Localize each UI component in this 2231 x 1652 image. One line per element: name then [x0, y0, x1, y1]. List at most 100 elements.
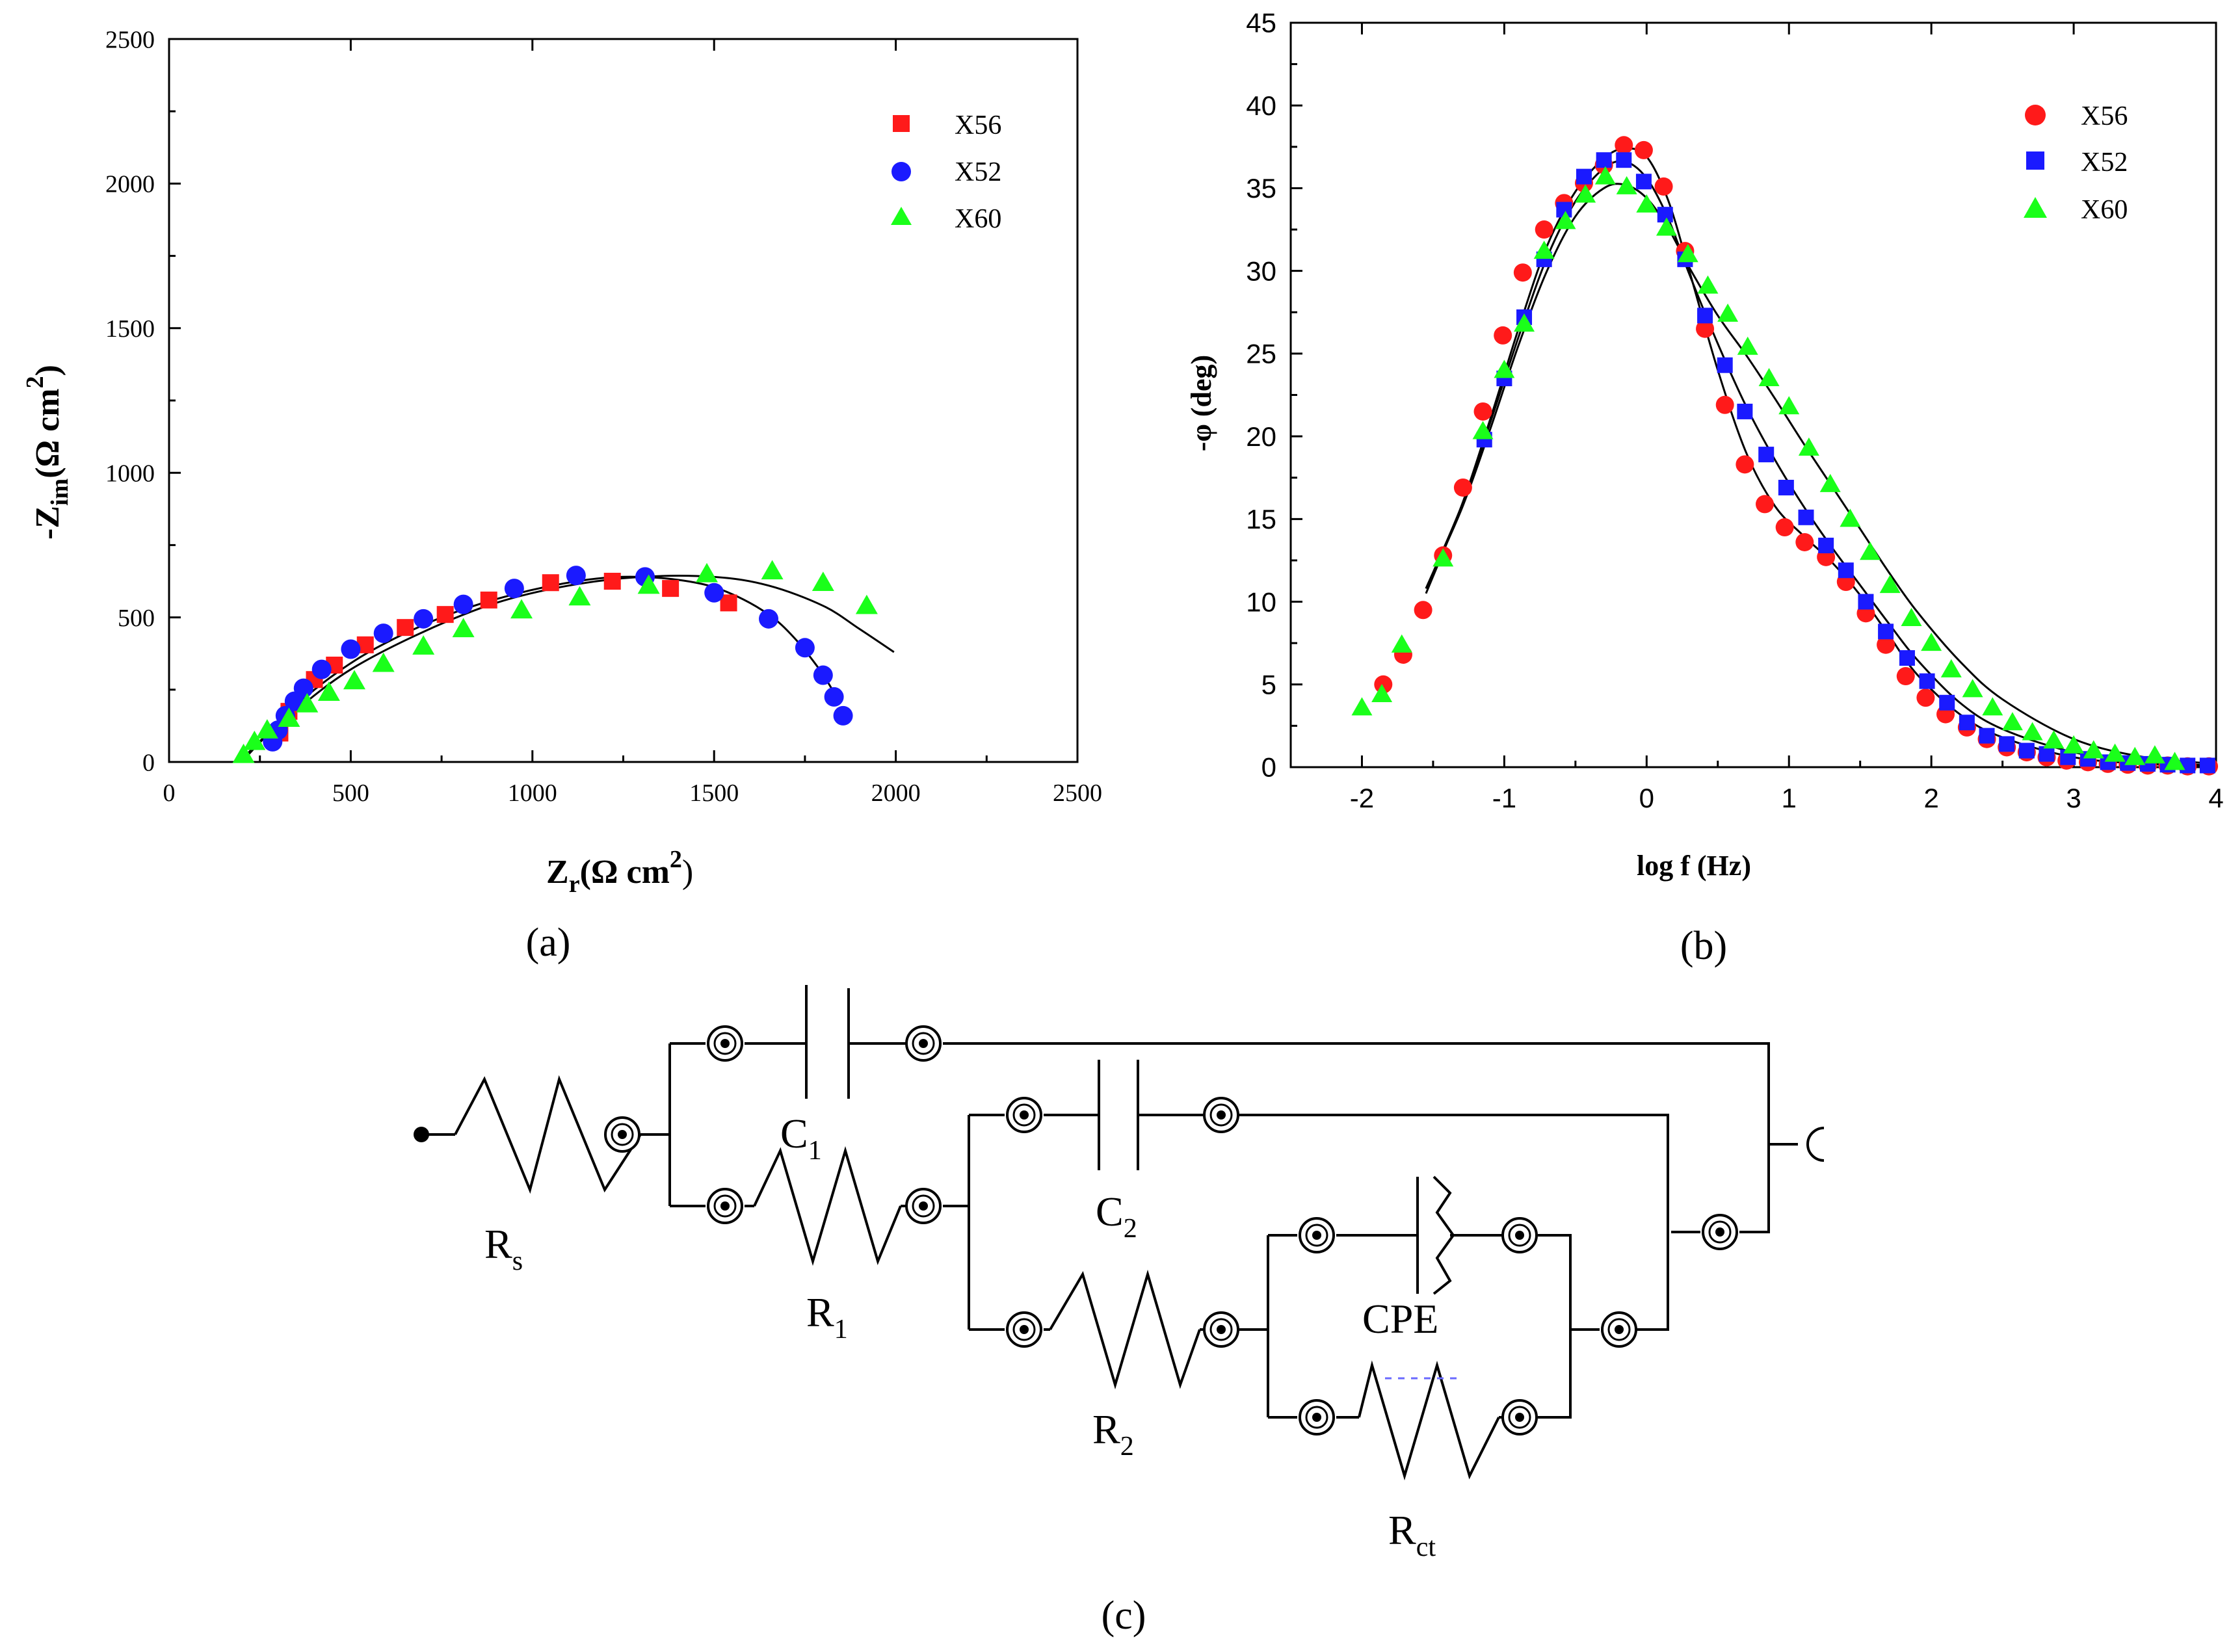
circuit-input-terminal: [414, 1127, 429, 1142]
data-point-x56: [1374, 675, 1393, 694]
fit-curve: [1425, 183, 2217, 765]
data-point-x52: [1798, 509, 1814, 525]
panel-a-data-points: [232, 560, 878, 763]
panel-b-label: (b): [1680, 924, 1727, 968]
panel-a-frame: [168, 38, 1079, 763]
data-point-x60: [1494, 360, 1515, 378]
data-point-x60: [568, 586, 591, 606]
data-point-x60: [1351, 697, 1373, 716]
data-point-x52: [1758, 447, 1775, 463]
data-point-x52: [1616, 152, 1632, 168]
connector-node: [1501, 1399, 1538, 1436]
data-point-x56: [1736, 455, 1754, 474]
data-point-x56: [603, 573, 621, 590]
data-point-x60: [1717, 303, 1739, 322]
data-point-x56: [662, 580, 680, 597]
data-point-x56: [1535, 220, 1553, 239]
connector-node: [1501, 1217, 1538, 1253]
data-point-x52: [2199, 757, 2215, 774]
data-point-x52: [1979, 728, 1995, 744]
data-point-x60: [1697, 275, 1719, 294]
data-point-x52: [1858, 594, 1874, 610]
panel-a-tick-labels: 0 500 1000 1500 2000 2500 0 500 1000 1500 2000 2500: [105, 26, 1102, 807]
panel-b-y-axis-title: -φ (deg): [1185, 355, 1217, 451]
resistor-rct: [1358, 1360, 1500, 1481]
data-point-x60: [317, 681, 340, 701]
panel-c-label: (c): [1102, 1593, 1146, 1638]
data-point-x52: [1899, 650, 1915, 666]
data-point-x52: [795, 638, 815, 658]
y-tick-label: 2000: [105, 171, 155, 198]
data-point-x60: [2063, 735, 2085, 754]
connector-node: [905, 1025, 942, 1062]
x-tick-label: 1000: [508, 780, 557, 807]
data-point-x60: [1533, 241, 1555, 259]
data-point-x60: [1575, 184, 1596, 203]
data-point-x56: [1756, 495, 1775, 514]
y-tick-label: 25: [1246, 339, 1276, 369]
data-point-x52: [1939, 694, 1955, 711]
data-point-x56: [1513, 263, 1532, 282]
data-point-x60: [1778, 396, 1800, 415]
legend-label-x52-b: X52: [2081, 148, 2128, 177]
data-point-x52: [1635, 174, 1652, 190]
x-tick-label: 1: [1782, 783, 1797, 813]
data-point-x60: [243, 730, 266, 750]
panel-b-frame: [1289, 21, 2217, 768]
data-point-x56: [1453, 478, 1472, 497]
panel-b-data-points: [1351, 136, 2219, 776]
y-tick-label: 10: [1246, 586, 1276, 617]
data-point-x56: [1696, 319, 1715, 338]
panel-b-x-axis-title: log f (Hz): [1637, 850, 1751, 882]
data-point-x56: [1715, 395, 1734, 414]
x-tick-label: 1500: [689, 780, 739, 807]
legend-marker-x56-b: [2025, 105, 2046, 125]
data-point-x60: [343, 670, 365, 690]
capacitor-c1: [805, 985, 850, 1099]
panel-a-y-axis-title: -Zim(Ω cm2): [21, 365, 73, 540]
data-point-x52: [293, 678, 313, 698]
connector-node: [707, 1188, 743, 1224]
panel-c-labels: Rs C1 R1 C2 R2 CPE Rct (c): [484, 1110, 1438, 1638]
data-point-x52: [1878, 623, 1894, 640]
data-point-x52: [759, 609, 779, 629]
y-tick-label: 0: [1261, 752, 1276, 783]
data-point-x60: [510, 599, 533, 619]
data-point-x60: [1472, 421, 1494, 439]
connector-node: [1203, 1097, 1239, 1133]
x-tick-label: 0: [1639, 783, 1654, 813]
x-tick-label: 500: [332, 780, 369, 807]
legend-marker-x60: [891, 207, 912, 225]
y-tick-label: 45: [1246, 8, 1276, 38]
data-point-x56: [542, 574, 559, 592]
data-point-x52: [414, 609, 434, 629]
circuit-output-terminal: [1806, 1127, 1825, 1162]
data-point-x60: [1555, 211, 1576, 229]
connector-node: [905, 1188, 942, 1224]
data-point-x60: [637, 574, 660, 594]
panel-b-legend: X56 X52 X60: [2024, 101, 2128, 225]
data-point-x60: [232, 743, 255, 763]
label-r2: R2: [1092, 1406, 1134, 1462]
legend-label-x56: X56: [955, 111, 1001, 140]
data-point-x60: [1921, 633, 1942, 651]
label-c1: C1: [780, 1110, 822, 1166]
data-point-x52: [704, 583, 724, 603]
label-rct: Rct: [1388, 1507, 1436, 1562]
y-tick-label: 2500: [105, 26, 155, 53]
data-point-x60: [1432, 548, 1454, 567]
data-point-x60: [1819, 473, 1841, 492]
connector-node: [1702, 1214, 1738, 1250]
data-point-x56: [1634, 140, 1653, 159]
data-point-x60: [761, 560, 784, 580]
data-point-x52: [1778, 479, 1794, 495]
data-point-x60: [1616, 176, 1637, 194]
legend-marker-x56: [893, 115, 910, 132]
data-point-x60: [2104, 743, 2126, 762]
x-tick-label: 4: [2208, 783, 2223, 813]
panel-b-fit-curves: [1425, 147, 2217, 768]
data-point-x60: [2001, 712, 2023, 731]
data-point-x56: [1877, 635, 1895, 654]
data-point-x52: [1697, 308, 1713, 324]
data-point-x60: [296, 693, 319, 713]
